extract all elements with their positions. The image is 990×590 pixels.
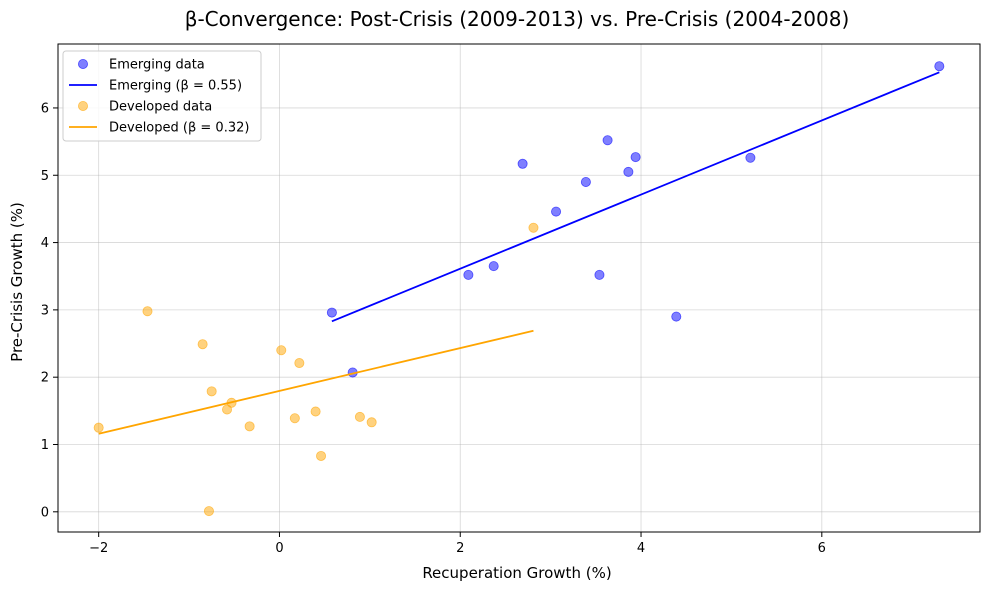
legend-label: Emerging data [109,58,205,73]
data-point [594,269,605,280]
y-tick-label: 1 [41,438,49,453]
data-point [289,413,300,424]
y-tick-label: 2 [41,371,49,386]
data-point [206,386,217,397]
data-point [517,158,528,169]
legend-marker [78,59,89,70]
data-point [310,406,321,417]
legend-label: Developed data [109,100,212,115]
plot-frame [57,43,981,533]
chart-title: β-Convergence: Post-Crisis (2009-2013) v… [185,7,850,31]
data-point [93,422,104,433]
data-point [276,345,287,356]
y-tick-label: 0 [41,505,49,520]
plot-data [93,61,945,517]
data-point [354,411,365,422]
data-point [934,61,945,72]
data-point [203,506,214,517]
x-tick-label: 4 [637,541,645,556]
x-axis-label: Recuperation Growth (%) [422,564,611,582]
data-point [366,417,377,428]
data-point [463,269,474,280]
data-point [671,311,682,322]
x-tick-label: −2 [89,541,108,556]
data-point [244,421,255,432]
data-point [197,339,208,350]
legend-label: Developed (β = 0.32) [109,121,249,136]
data-point [142,306,153,317]
regression-line [331,71,940,323]
x-tick-label: 2 [456,541,464,556]
legend-box [62,50,262,142]
y-axis-label: Pre-Crisis Growth (%) [8,202,26,362]
data-point [602,135,613,146]
data-point [294,358,305,369]
y-tick-label: 3 [41,303,49,318]
data-point [326,307,337,318]
data-point [316,450,327,461]
axis-ticks: −2 0 2 4 6 0 1 2 3 4 5 6 [41,101,826,556]
data-point [551,206,562,217]
legend-label: Emerging (β = 0.55) [109,79,242,94]
legend-marker [78,101,89,112]
x-tick-label: 6 [818,541,826,556]
legend: Emerging data Emerging (β = 0.55) Develope… [62,50,262,142]
y-tick-label: 6 [41,101,49,116]
y-tick-label: 5 [41,169,49,184]
data-point [580,176,591,187]
data-point [528,222,539,233]
data-point [630,152,641,163]
y-tick-label: 4 [41,236,49,251]
data-point [488,261,499,272]
data-point [623,166,634,177]
x-tick-label: 0 [275,541,283,556]
regression-line [98,329,534,435]
data-point [745,152,756,163]
